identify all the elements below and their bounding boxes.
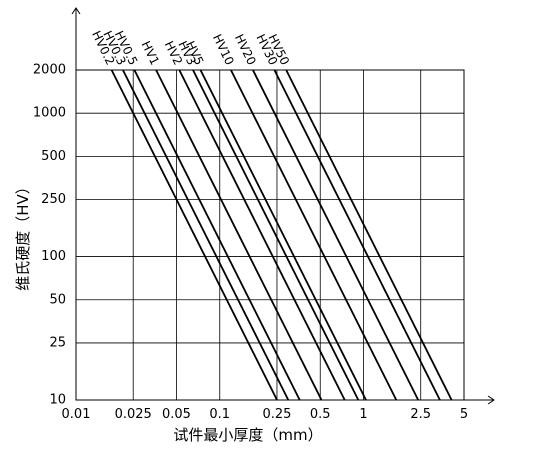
y-tick-label: 100: [41, 249, 66, 264]
series-label: HV1: [139, 39, 162, 67]
x-tick-label: 0.025: [115, 407, 152, 422]
series-line: [133, 69, 301, 401]
y-axis-arrow: [71, 7, 81, 70]
y-tick-label: 1000: [33, 106, 66, 121]
series-line: [192, 69, 360, 401]
x-axis-arrow: [464, 395, 495, 405]
y-tick-label: 500: [41, 149, 66, 164]
x-tick-label: 2.5: [410, 407, 431, 422]
series-line: [285, 69, 453, 401]
x-tick-label: 0.05: [162, 407, 191, 422]
series-line: [178, 69, 346, 401]
x-tick-label: 0.01: [62, 407, 91, 422]
series-line: [199, 69, 367, 401]
y-axis-label: 维氏硬度（HV）: [14, 179, 32, 291]
series-line: [273, 69, 441, 401]
series-line: [110, 69, 278, 401]
plot-frame: [75, 69, 465, 401]
series-line: [252, 69, 420, 401]
x-tick-label: 0.1: [209, 407, 230, 422]
x-tick-label: 5: [460, 407, 468, 422]
x-tick-label: 1: [359, 407, 367, 422]
series-line: [230, 69, 398, 401]
x-tick-label: 0.25: [262, 407, 291, 422]
series-line: [122, 69, 290, 401]
x-axis-label: 试件最小厚度（mm）: [173, 426, 322, 444]
y-tick-label: 250: [41, 192, 66, 207]
y-tick-label: 50: [49, 292, 66, 307]
y-tick-label: 25: [49, 335, 66, 350]
x-tick-label: 0.5: [310, 407, 331, 422]
y-tick-label: 2000: [33, 63, 66, 78]
series-line: [155, 69, 323, 401]
y-tick-label: 10: [49, 393, 66, 408]
